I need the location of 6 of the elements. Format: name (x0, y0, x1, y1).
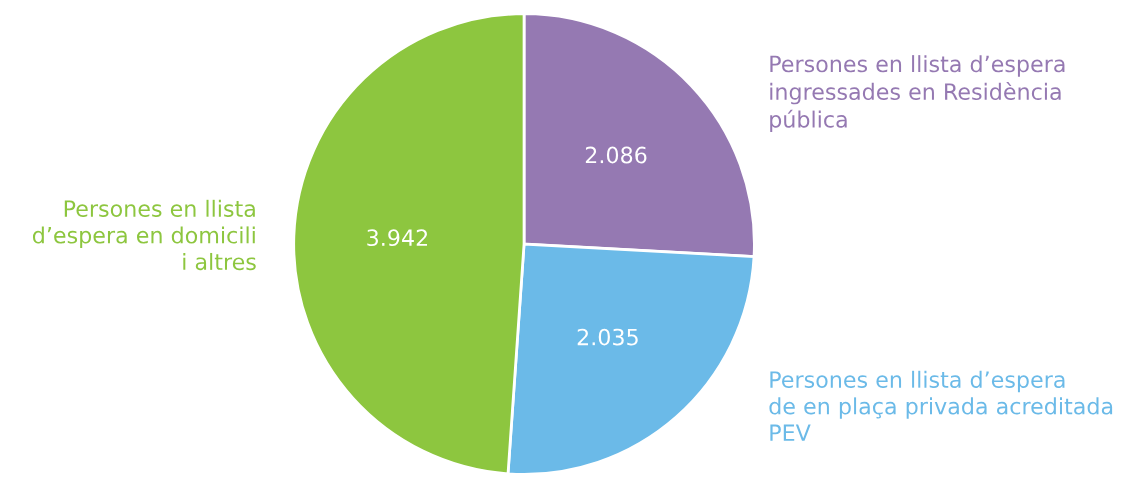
data-label: 3.942 (367, 229, 428, 247)
data-label: 2.086 (585, 146, 647, 164)
slice-label: Persones en llista d’espera ingressades en Residència pública (770, 55, 1065, 133)
data-label: 2.035 (577, 328, 638, 346)
slice-label: Persones en llista d’espera en domicili i altres (32, 199, 256, 271)
slice-label: Persones en llista d’espera de en plaça privada acreditada PEV (769, 370, 1113, 441)
